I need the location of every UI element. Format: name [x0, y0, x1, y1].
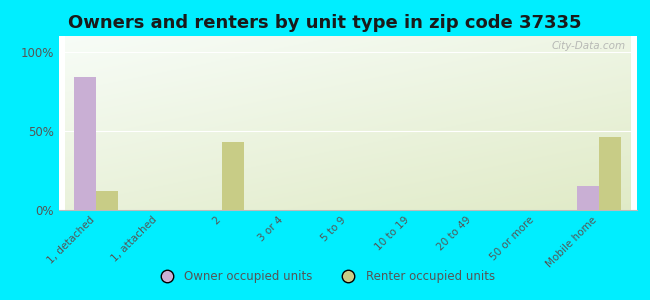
Bar	[577, 186, 599, 210]
Text: City-Data.com: City-Data.com	[551, 41, 625, 51]
Bar	[74, 77, 96, 210]
Bar	[96, 191, 118, 210]
Legend: Owner occupied units, Renter occupied units: Owner occupied units, Renter occupied un…	[150, 266, 500, 288]
Bar	[222, 142, 244, 210]
Text: Owners and renters by unit type in zip code 37335: Owners and renters by unit type in zip c…	[68, 14, 582, 32]
Bar	[599, 137, 621, 210]
